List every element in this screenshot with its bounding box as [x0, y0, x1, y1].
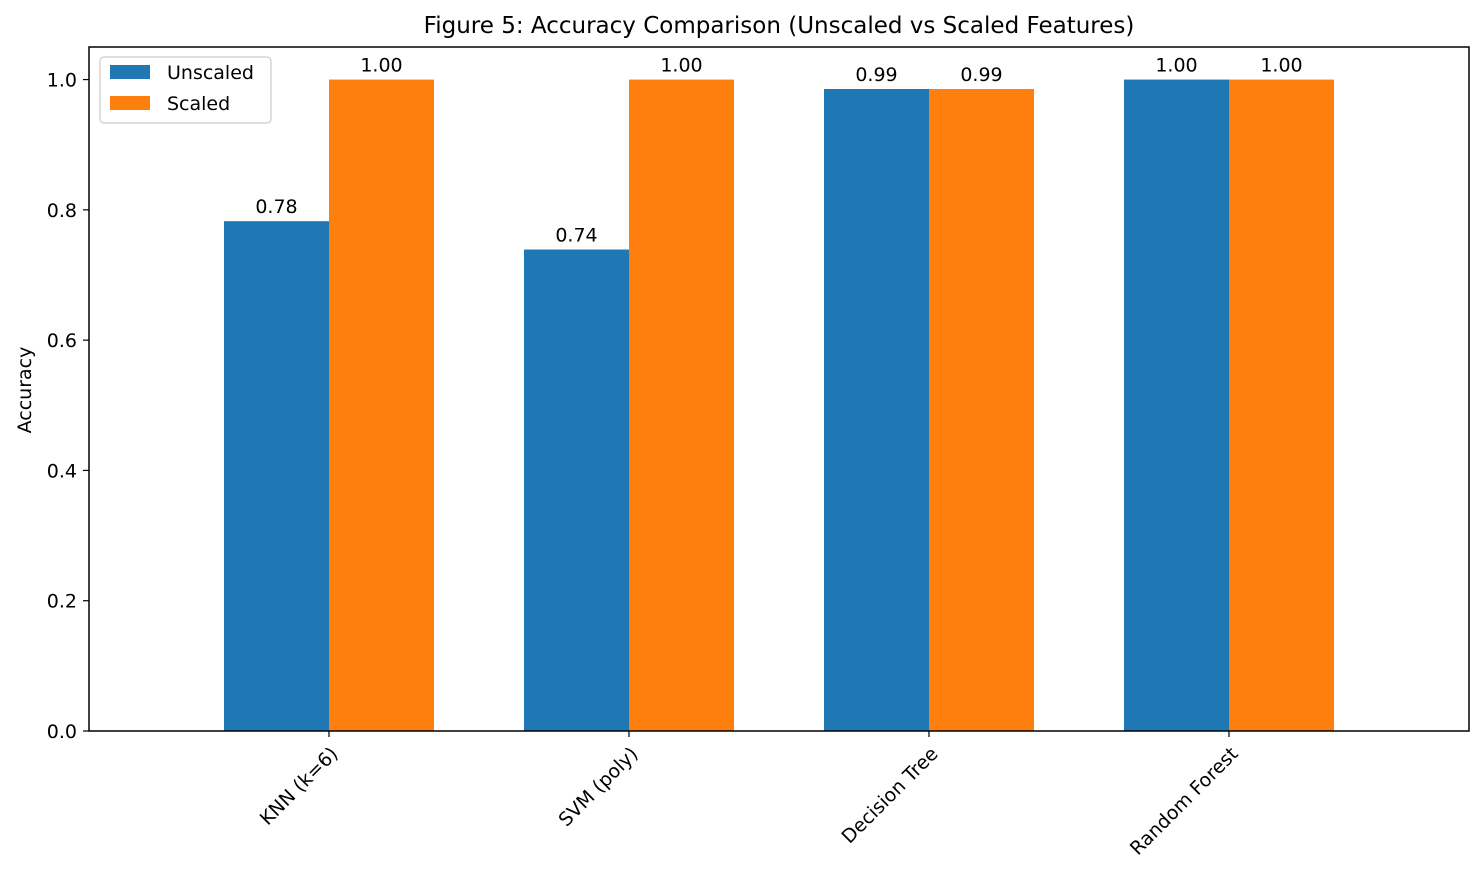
value-label-unscaled-0: 0.78 [255, 196, 297, 218]
legend-label-unscaled: Unscaled [167, 62, 254, 84]
bars-layer [224, 79, 1334, 731]
legend-swatch-scaled [110, 96, 150, 110]
legend-swatch-unscaled [110, 65, 150, 79]
bar-scaled-0 [329, 79, 434, 731]
x-tick-label: Decision Tree [838, 743, 943, 848]
x-axis: KNN (k=6) SVM (poly) Decision Tree Random F… [256, 731, 1243, 860]
bar-unscaled-0 [224, 221, 329, 731]
value-label-scaled-3: 1.00 [1260, 55, 1302, 77]
y-tick-label: 0.4 [47, 460, 77, 482]
bar-unscaled-1 [524, 249, 629, 731]
value-label-unscaled-3: 1.00 [1155, 55, 1197, 77]
bar-unscaled-2 [824, 89, 929, 731]
plot-frame [88, 46, 1470, 732]
bar-scaled-2 [929, 89, 1034, 731]
value-labels-layer: 0.78 0.74 0.99 1.00 1.00 1.00 0.99 1.00 [255, 55, 1302, 247]
y-axis-label: Accuracy [14, 347, 36, 434]
x-tick-label: KNN (k=6) [256, 743, 343, 830]
value-label-unscaled-1: 0.74 [555, 225, 597, 247]
value-label-scaled-0: 1.00 [360, 55, 402, 77]
y-tick-label: 0.2 [47, 591, 77, 613]
bar-scaled-1 [629, 79, 734, 731]
chart-title: Figure 5: Accuracy Comparison (Unscaled … [424, 13, 1135, 39]
legend-label-scaled: Scaled [167, 93, 230, 115]
y-tick-label: 0.6 [47, 330, 77, 352]
y-tick-label: 1.0 [47, 70, 77, 92]
bar-scaled-3 [1229, 79, 1334, 731]
y-tick-label: 0.8 [47, 200, 77, 222]
value-label-scaled-1: 1.00 [660, 55, 702, 77]
value-label-scaled-2: 0.99 [960, 64, 1002, 86]
value-label-unscaled-2: 0.99 [855, 64, 897, 86]
y-axis-label-group: Accuracy [14, 347, 36, 434]
y-axis: 0.0 0.2 0.4 0.6 0.8 1.0 [47, 70, 89, 743]
x-tick-label: SVM (poly) [554, 743, 642, 831]
legend: Unscaled Scaled [99, 56, 272, 124]
bar-unscaled-3 [1124, 79, 1229, 731]
y-tick-label: 0.0 [47, 721, 77, 743]
x-tick-label: Random Forest [1126, 743, 1243, 860]
